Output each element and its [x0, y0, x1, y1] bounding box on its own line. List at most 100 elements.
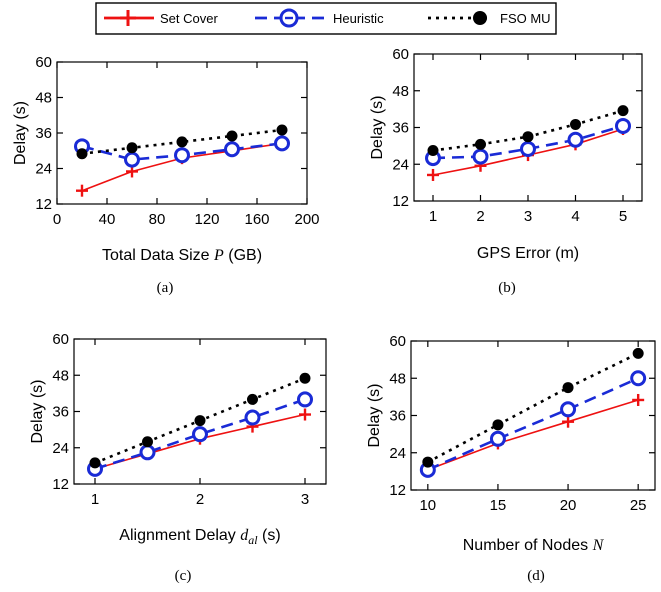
data-point — [244, 409, 261, 426]
panel-caption: (a) — [157, 280, 174, 296]
data-point — [194, 415, 206, 427]
data-point — [76, 148, 88, 160]
x-axis-label-text: GPS Error (m) — [477, 245, 579, 262]
x-axis-label: Alignment Delay dal (s) — [119, 527, 280, 547]
y-tick-label: 12 — [52, 476, 69, 493]
series-2 — [74, 135, 290, 168]
data-point — [139, 444, 156, 461]
x-axis-label-unit: (GB) — [224, 247, 262, 264]
data-point — [427, 168, 439, 181]
data-point — [615, 117, 631, 134]
x-tick-label: 3 — [524, 208, 532, 225]
x-axis-label-symbol: d — [240, 527, 249, 544]
x-tick-label: 160 — [244, 211, 269, 228]
x-axis-label: Total Data Size P (GB) — [102, 247, 262, 264]
data-point — [562, 382, 574, 394]
data-point — [176, 136, 188, 148]
data-point — [422, 456, 434, 468]
y-tick-label: 12 — [35, 196, 52, 213]
legend-marker-1 — [120, 10, 136, 26]
data-point — [570, 118, 581, 130]
y-tick-label: 48 — [389, 370, 406, 387]
x-tick-label: 4 — [571, 208, 579, 225]
y-tick-label: 60 — [392, 46, 409, 63]
data-point — [472, 148, 489, 165]
data-point — [475, 138, 486, 150]
data-point — [632, 347, 644, 359]
series-line-3 — [81, 128, 283, 155]
data-point — [632, 393, 645, 406]
x-tick-label: 1 — [91, 491, 99, 508]
x-axis-label-symbol: P — [213, 247, 224, 264]
series-line-1 — [427, 399, 639, 471]
x-axis-label-text: Total Data Size — [102, 247, 214, 264]
data-point — [522, 131, 534, 143]
data-point — [224, 141, 240, 158]
series-line-2 — [427, 377, 639, 471]
legend-label-2: Heuristic — [333, 11, 384, 26]
series-3 — [422, 347, 644, 468]
x-axis-label-symbol: N — [592, 537, 605, 554]
chart-panel-4: 10 15 20 25 12 24 36 48 60 Delay (s) Number of Nod… — [366, 333, 656, 584]
data-point — [76, 184, 88, 197]
y-tick-label: 60 — [52, 331, 69, 348]
data-point — [299, 408, 311, 421]
y-axis-label: Delay (s) — [12, 101, 29, 165]
data-point — [299, 372, 311, 384]
legend-entry-1: Set Cover — [104, 10, 218, 26]
y-tick-label: 60 — [35, 54, 52, 71]
y-tick-label: 36 — [389, 408, 406, 425]
x-tick-label: 200 — [294, 211, 319, 228]
data-point — [560, 401, 577, 418]
x-tick-label: 20 — [560, 497, 577, 514]
panel-caption: (b) — [498, 280, 516, 296]
plot-frame — [410, 340, 656, 491]
data-point — [247, 393, 258, 405]
legend-label-3: FSO MU — [500, 11, 551, 26]
x-tick-label: 5 — [619, 208, 627, 225]
y-axis-label: Delay (s) — [369, 95, 386, 159]
chart-panel-1: 0 40 80 120 160 200 12 24 36 48 60 Delay (s) Total D… — [12, 54, 320, 296]
data-point — [489, 430, 506, 447]
x-tick-label: 2 — [476, 208, 484, 225]
x-tick-label: 1 — [429, 208, 437, 225]
series-3 — [427, 105, 629, 156]
data-point — [520, 140, 536, 157]
x-tick-label: 40 — [99, 211, 116, 228]
x-axis-label-text: Alignment Delay — [119, 527, 240, 544]
data-point — [192, 426, 208, 443]
data-point — [617, 105, 629, 117]
data-point — [274, 135, 290, 152]
series-3 — [76, 124, 288, 160]
legend-entry-3: FSO MU — [428, 11, 551, 26]
data-point — [89, 457, 101, 469]
series-line-3 — [427, 352, 639, 464]
legend-entry-2: Heuristic — [255, 8, 384, 28]
plot-frame — [56, 61, 308, 205]
data-point — [630, 370, 647, 387]
x-axis-label-unit: (s) — [258, 527, 281, 544]
x-axis-label: GPS Error (m) — [477, 245, 579, 262]
y-tick-label: 12 — [389, 482, 406, 499]
data-point — [492, 419, 504, 431]
x-tick-label: 2 — [196, 491, 204, 508]
y-tick-label: 24 — [52, 440, 69, 457]
panel-caption: (d) — [527, 568, 545, 584]
x-axis-label: Number of Nodes N — [463, 537, 605, 554]
data-point — [124, 151, 140, 168]
y-tick-label: 60 — [389, 333, 406, 350]
y-tick-label: 36 — [392, 120, 409, 137]
y-tick-label: 48 — [52, 367, 69, 384]
x-tick-label: 3 — [301, 491, 309, 508]
data-point — [126, 142, 138, 154]
y-tick-label: 48 — [35, 90, 52, 107]
x-tick-label: 120 — [194, 211, 219, 228]
x-tick-label: 25 — [630, 497, 647, 514]
y-tick-label: 36 — [52, 404, 69, 421]
y-axis-label: Delay (s) — [29, 379, 46, 443]
x-tick-label: 10 — [419, 497, 436, 514]
x-axis-label-subscript: al — [248, 533, 258, 547]
